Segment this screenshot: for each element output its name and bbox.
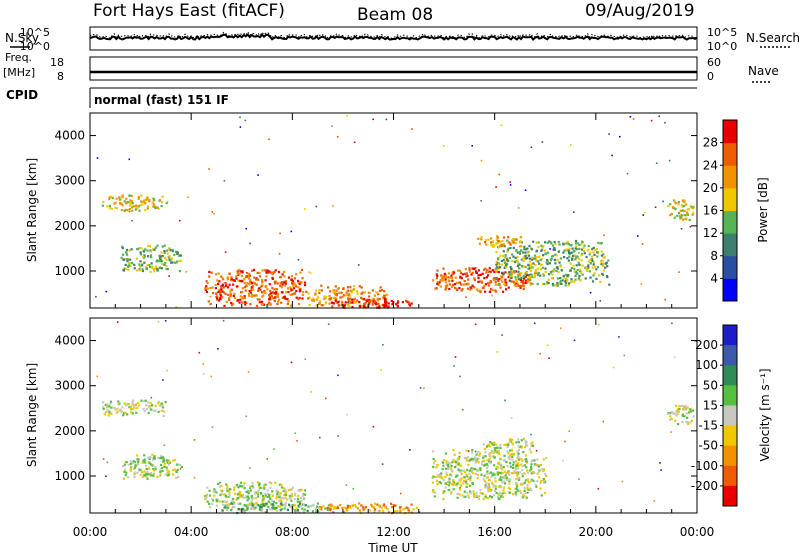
velocity-colorbar-cell xyxy=(723,365,737,386)
velocity-colorbar-cell xyxy=(723,385,737,406)
velocity-echo-region xyxy=(431,448,548,501)
velocity-ytick-label: 4000 xyxy=(54,334,85,348)
nave-tick-bottom: 0 xyxy=(707,70,714,83)
power-echo-region xyxy=(667,199,695,222)
velocity-echo-region xyxy=(667,404,695,426)
noise-search-label: N.Search xyxy=(746,31,800,45)
power-colorbar-tick: 4 xyxy=(710,271,718,285)
velocity-colorbar-tick: 15 xyxy=(703,398,718,412)
power-colorbar-cell xyxy=(723,233,737,257)
velocity-colorbar-cell xyxy=(723,405,737,427)
power-panel: 1000 2000 3000 4000 Slant Range [km] 4 8 12 16… xyxy=(25,112,770,310)
velocity-colorbar-cell xyxy=(723,345,737,366)
power-ytick-label: 2000 xyxy=(54,219,85,233)
velocity-colorbar-label: Velocity [m s⁻¹] xyxy=(758,368,772,461)
time-axis-label: Time UT xyxy=(367,541,418,554)
cpid-label: CPID xyxy=(6,88,38,102)
beam-label: Beam 08 xyxy=(357,5,433,25)
nave-label: Nave xyxy=(748,64,779,78)
freq-label-top: Freq. xyxy=(5,51,32,64)
power-colorbar-tick: 16 xyxy=(703,204,718,218)
time-tick-label: 08:00 xyxy=(275,525,310,539)
power-colorbar-cell xyxy=(723,142,737,166)
noise-sky-label: N.Sky xyxy=(5,31,39,45)
velocity-colorbar-cell xyxy=(723,445,737,467)
noise-tick-left-bottom: 10^0 xyxy=(20,40,50,53)
velocity-echo-region xyxy=(102,399,167,417)
velocity-colorbar-tick: 200 xyxy=(695,338,718,352)
power-ylabel: Slant Range [km] xyxy=(25,158,39,262)
velocity-colorbar-tick: -100 xyxy=(691,459,718,473)
power-colorbar-cell xyxy=(723,165,737,189)
power-echo-region xyxy=(477,235,522,248)
freq-tick-bottom: 8 xyxy=(57,70,64,83)
time-tick-label: 20:00 xyxy=(579,525,614,539)
velocity-ytick-label: 1000 xyxy=(54,469,85,483)
velocity-colorbar-cell xyxy=(723,485,737,507)
noise-panel: 10^5 10^0 10^5 10^0 N.Sky N.Search xyxy=(5,26,800,53)
power-colorbar-tick: 20 xyxy=(703,181,718,195)
noise-tick-right-bottom: 10^0 xyxy=(707,40,737,53)
velocity-echo-region xyxy=(121,453,183,480)
time-tick-label: 12:00 xyxy=(376,525,411,539)
power-echo-region xyxy=(495,239,611,287)
station-title: Fort Hays East (fitACF) xyxy=(93,1,285,21)
power-colorbar-cell xyxy=(723,120,737,144)
cpid-value: normal (fast) 151 IF xyxy=(94,93,229,107)
power-echo-region xyxy=(204,268,307,307)
power-ytick-label: 3000 xyxy=(54,174,85,188)
power-echo-region xyxy=(101,194,168,212)
power-colorbar-tick: 12 xyxy=(703,226,718,240)
velocity-colorbar-tick: -50 xyxy=(698,439,718,453)
velocity-ylabel: Slant Range [km] xyxy=(25,363,39,467)
velocity-colorbar-cell xyxy=(723,465,737,487)
frequency-panel: Freq. [MHz] 18 8 60 0 Nave xyxy=(3,51,779,83)
velocity-ytick-label: 3000 xyxy=(54,379,85,393)
power-colorbar-tick: 8 xyxy=(710,249,718,263)
power-echo-region xyxy=(120,244,182,273)
power-colorbar-cell xyxy=(723,187,737,211)
velocity-panel: 1000 2000 3000 4000 Slant Range [km] 200 100… xyxy=(25,317,772,515)
freq-tick-top: 18 xyxy=(50,56,64,69)
velocity-echo-region xyxy=(318,502,421,515)
time-tick-label: 00:00 xyxy=(680,525,715,539)
velocity-colorbar-cell xyxy=(723,425,737,447)
velocity-colorbar-tick: -15 xyxy=(698,419,718,433)
power-ytick-label: 4000 xyxy=(54,129,85,143)
noise-tick-left-top: 10^5 xyxy=(20,26,50,39)
velocity-echo-region xyxy=(482,437,535,456)
time-tick-label: 04:00 xyxy=(174,525,209,539)
velocity-scatter-noise xyxy=(96,319,696,507)
power-colorbar-label: Power [dB] xyxy=(756,177,770,242)
freq-label-bottom: [MHz] xyxy=(3,66,35,79)
power-colorbar-cell xyxy=(723,210,737,234)
velocity-colorbar-tick: -200 xyxy=(691,479,718,493)
power-colorbar-tick: 24 xyxy=(703,158,718,172)
date-label: 09/Aug/2019 xyxy=(585,1,695,21)
power-scatter-noise xyxy=(95,114,692,308)
time-tick-label: 00:00 xyxy=(73,525,108,539)
noise-tick-right-top: 10^5 xyxy=(707,26,737,39)
nave-tick-top: 60 xyxy=(707,56,721,69)
power-ytick-label: 1000 xyxy=(54,264,85,278)
velocity-colorbar-cell xyxy=(723,325,737,346)
power-colorbar-tick: 28 xyxy=(703,136,718,150)
velocity-colorbar-tick: 100 xyxy=(695,358,718,372)
time-tick-label: 16:00 xyxy=(477,525,512,539)
power-echo-region xyxy=(432,266,532,293)
power-colorbar-cell xyxy=(723,278,737,302)
power-colorbar-cell xyxy=(723,255,737,279)
velocity-ytick-label: 2000 xyxy=(54,424,85,438)
velocity-colorbar-tick: 50 xyxy=(703,378,718,392)
